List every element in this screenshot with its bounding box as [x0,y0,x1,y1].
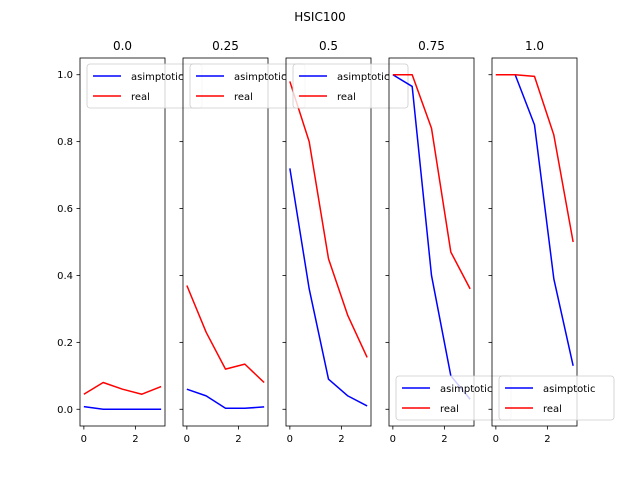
x-tick-label: 0 [390,434,396,445]
x-tick-label: 2 [338,434,344,445]
x-tick-label: 0 [493,434,499,445]
legend-label-asimptotic: asimptotic [131,72,183,83]
series-line-real [289,81,368,358]
y-tick-label: 0.2 [57,338,73,349]
panel-title: 0.0 [113,39,132,53]
legend: asimptotic real [498,375,615,421]
legend-box [498,375,615,421]
axes-frame [79,57,166,427]
series-line-asimptotic [83,405,162,411]
legend-label-asimptotic: asimptotic [234,72,286,83]
panel-title: 1.0 [525,39,544,53]
axes-frame [491,57,578,427]
y-tick-label: 0.8 [57,137,73,148]
legend-label-real: real [131,92,150,103]
y-tick-label: 0.4 [57,271,73,282]
legend: asimptotic real [292,63,409,109]
figure-title: HSIC100 [294,10,345,24]
panel-3: 0.75 0 2 asimptotic real [385,39,512,445]
panel-4: 1.0 0 2 asimptotic real [488,39,615,445]
legend: asimptotic real [189,63,306,109]
legend-label-asimptotic: asimptotic [543,384,595,395]
legend: asimptotic real [86,63,203,109]
legend-label-asimptotic: asimptotic [337,72,389,83]
series-line-asimptotic [392,74,471,400]
x-tick-label: 2 [235,434,241,445]
series-line-real [186,285,265,384]
panel-2: 0.5 0 2 asimptotic real [282,39,409,445]
panel-1: 0.25 0 2 asimptotic real [179,39,306,445]
series-line-asimptotic [186,388,265,410]
y-tick-label: 0.6 [57,204,73,215]
panel-title: 0.25 [212,39,239,53]
panel-title: 0.5 [319,39,338,53]
panel-0: 0.0 0 2 0.0 0.2 0.4 0.6 0.8 1.0 asimptotic real [57,39,203,445]
axes-frame [182,57,269,427]
x-tick-label: 2 [132,434,138,445]
legend-label-asimptotic: asimptotic [440,384,492,395]
legend-box [292,63,409,109]
x-tick-label: 0 [184,434,190,445]
axes-frame [285,57,372,427]
series-line-asimptotic [289,168,368,407]
panel-title: 0.75 [418,39,445,53]
x-tick-label: 0 [81,434,87,445]
axes-frame [388,57,475,427]
y-tick-label: 1.0 [57,70,73,81]
series-line-real [495,73,574,243]
series-line-asimptotic [495,73,574,366]
legend-label-real: real [543,404,562,415]
series-line-real [392,73,471,290]
y-tick-label: 0.0 [57,405,73,416]
x-tick-label: 2 [441,434,447,445]
x-tick-label: 2 [544,434,550,445]
legend-label-real: real [440,404,459,415]
legend-label-real: real [337,92,356,103]
series-line-real [83,381,162,395]
legend: asimptotic real [395,375,512,421]
legend-label-real: real [234,92,253,103]
x-tick-label: 0 [287,434,293,445]
